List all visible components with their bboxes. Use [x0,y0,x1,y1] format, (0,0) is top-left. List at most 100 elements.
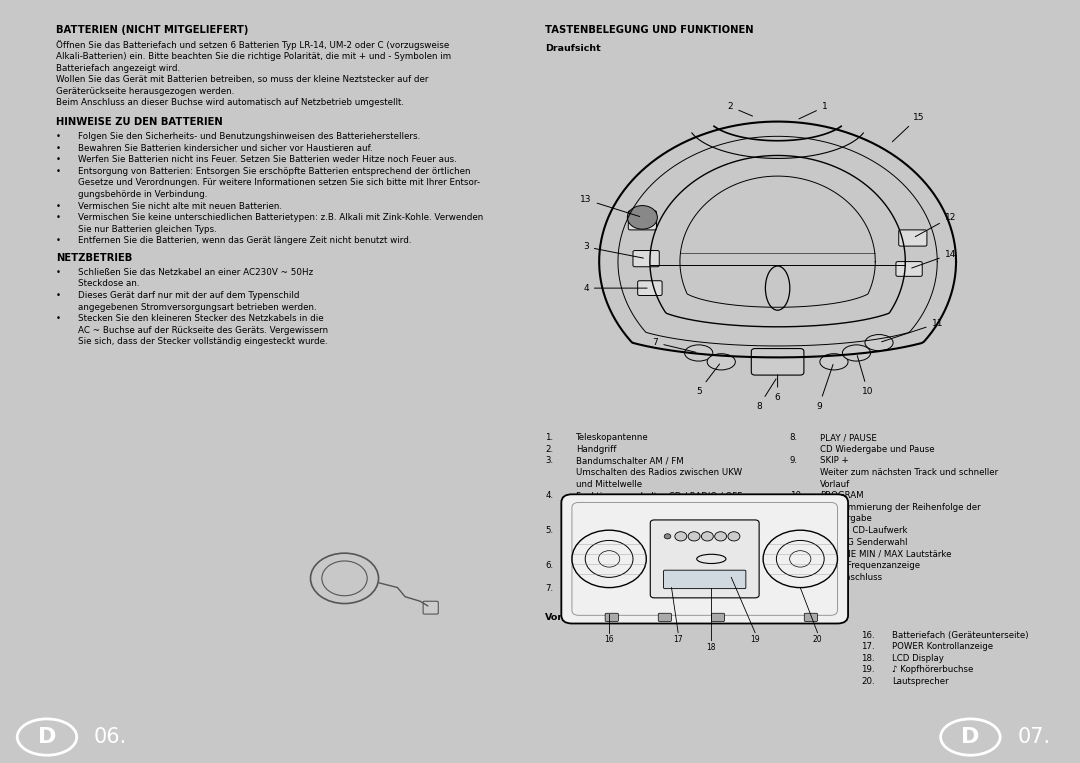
Text: Schließen Sie das Netzkabel an einer AC230V ~ 50Hz: Schließen Sie das Netzkabel an einer AC2… [78,268,313,277]
Text: •: • [56,167,60,175]
Text: 2.: 2. [545,445,553,454]
Text: 8.: 8. [789,433,798,443]
Text: 2: 2 [728,102,753,116]
Text: Bandumschalter AM / FM: Bandumschalter AM / FM [576,456,684,465]
Text: Teleskopantenne: Teleskopantenne [576,433,648,443]
Ellipse shape [707,354,735,370]
Text: 5.: 5. [545,526,553,535]
Text: •: • [56,132,60,141]
Text: Radio Frequenzanzeige: Radio Frequenzanzeige [821,561,920,570]
Text: Gesetze und Verordnungen. Für weitere Informationen setzen Sie sich bitte mit Ih: Gesetze und Verordnungen. Für weitere In… [78,179,481,188]
Text: 6.: 6. [545,561,553,570]
Text: Umschalten der Wiederholungsmodi: Umschalten der Wiederholungsmodi [576,596,733,605]
Text: D: D [961,727,980,747]
Circle shape [701,532,713,541]
Text: 7: 7 [652,338,696,353]
Text: Entsorgung von Batterien: Entsorgen Sie erschöpfte Batterien entsprechend der ör: Entsorgung von Batterien: Entsorgen Sie … [78,167,471,175]
FancyBboxPatch shape [805,613,818,621]
Text: VOLUME MIN / MAX Lautstärke: VOLUME MIN / MAX Lautstärke [821,549,951,559]
Ellipse shape [865,334,893,351]
Circle shape [627,205,658,229]
Text: 4: 4 [583,284,647,293]
Text: 17.: 17. [861,642,875,651]
Text: Klappe CD-Laufwerk: Klappe CD-Laufwerk [821,526,908,535]
Text: 3: 3 [583,243,644,258]
Text: Sie nur Batterien gleichen Typs.: Sie nur Batterien gleichen Typs. [78,225,217,234]
Text: Öffnen Sie das Batteriefach und setzen 6 Batterien Typ LR-14, UM-2 oder C (vorzu: Öffnen Sie das Batteriefach und setzen 6… [56,40,449,50]
Text: Sie sich, dass der Stecker vollständig eingesteckt wurde.: Sie sich, dass der Stecker vollständig e… [78,337,328,346]
Text: Netzanschluss: Netzanschluss [821,572,882,581]
Text: Vermischen Sie keine unterschiedlichen Batterietypen: z.B. Alkali mit Zink-Kohle: Vermischen Sie keine unterschiedlichen B… [78,214,484,222]
Text: Steckdose an.: Steckdose an. [78,279,139,288]
FancyBboxPatch shape [629,211,657,230]
Ellipse shape [842,345,870,361]
Text: 11: 11 [881,319,943,342]
Text: 10: 10 [858,356,874,396]
FancyBboxPatch shape [423,601,438,614]
Text: 18: 18 [706,643,716,652]
Text: 13: 13 [580,195,639,217]
Text: 20: 20 [813,635,822,644]
Text: •: • [56,143,60,153]
Text: Weiter zum nächsten Track und schneller: Weiter zum nächsten Track und schneller [821,468,999,477]
Text: 3.: 3. [545,456,553,465]
Text: Batteriefach angezeigt wird.: Batteriefach angezeigt wird. [56,63,180,72]
Text: PROGRAM: PROGRAM [821,491,864,501]
Text: TUNING Senderwahl: TUNING Senderwahl [821,538,908,547]
Text: Entfernen Sie die Batterien, wenn das Gerät längere Zeit nicht benutzt wird.: Entfernen Sie die Batterien, wenn das Ge… [78,237,411,246]
Text: 06.: 06. [94,727,127,747]
Text: Handgriff: Handgriff [576,445,616,454]
Text: POWER Kontrollanzeige: POWER Kontrollanzeige [892,642,993,651]
Text: 1: 1 [799,102,827,119]
Text: Wollen Sie das Gerät mit Batterien betreiben, so muss der kleine Neztstecker auf: Wollen Sie das Gerät mit Batterien betre… [56,75,429,84]
Text: 6: 6 [774,375,781,401]
Circle shape [728,532,740,541]
Text: ♪ Kopfhörerbuchse: ♪ Kopfhörerbuchse [892,665,973,674]
Text: PLAY / PAUSE: PLAY / PAUSE [821,433,877,443]
Ellipse shape [820,354,848,370]
Text: BATTERIEN (NICHT MITGELIEFERT): BATTERIEN (NICHT MITGELIEFERT) [56,25,248,35]
Text: 19.: 19. [861,665,875,674]
Text: 13.: 13. [789,549,804,559]
Text: •: • [56,201,60,211]
Text: 9: 9 [816,365,833,410]
Text: Vorlauf: Vorlauf [821,480,851,488]
Text: AC ~ Buchse auf der Rückseite des Geräts. Vergewissern: AC ~ Buchse auf der Rückseite des Geräts… [78,326,328,335]
Text: Batteriefach (Geräteunterseite): Batteriefach (Geräteunterseite) [892,630,1028,639]
Text: 19: 19 [751,635,760,644]
FancyBboxPatch shape [605,613,619,621]
FancyBboxPatch shape [633,250,659,267]
Text: NETZBETRIEB: NETZBETRIEB [56,253,132,262]
Text: •: • [56,155,60,164]
Text: •: • [56,291,60,300]
Text: und Mittelwelle: und Mittelwelle [576,480,642,488]
Text: Wiedergabe: Wiedergabe [821,514,873,523]
FancyBboxPatch shape [752,349,804,375]
Text: 15.: 15. [789,572,804,581]
FancyBboxPatch shape [650,520,759,598]
Text: Programmierung der Reihenfolge der: Programmierung der Reihenfolge der [821,503,981,512]
Circle shape [688,532,700,541]
FancyBboxPatch shape [896,262,922,276]
Text: CD Wiedergabe beenden: CD Wiedergabe beenden [576,572,684,581]
Text: 1.: 1. [545,433,553,443]
Text: 5: 5 [696,364,719,396]
Text: 4.: 4. [545,491,553,501]
Circle shape [675,532,687,541]
Text: •: • [56,237,60,246]
Ellipse shape [685,345,713,361]
FancyBboxPatch shape [658,613,672,621]
Text: 18.: 18. [861,654,875,663]
Text: Geräterückseite herausgezogen werden.: Geräterückseite herausgezogen werden. [56,87,234,95]
Text: 07.: 07. [1017,727,1051,747]
Text: 16: 16 [605,635,613,644]
Text: •: • [56,214,60,222]
Text: Zurück zum Anfang des Tracks, zum: Zurück zum Anfang des Tracks, zum [576,538,732,547]
Text: 14: 14 [912,250,956,268]
FancyBboxPatch shape [562,494,848,623]
Text: 16.: 16. [861,630,875,639]
Text: 14.: 14. [789,561,804,570]
Text: gungsbehörde in Verbindung.: gungsbehörde in Verbindung. [78,190,207,199]
Text: Lautsprecher: Lautsprecher [892,677,948,686]
Text: 11.: 11. [789,526,804,535]
